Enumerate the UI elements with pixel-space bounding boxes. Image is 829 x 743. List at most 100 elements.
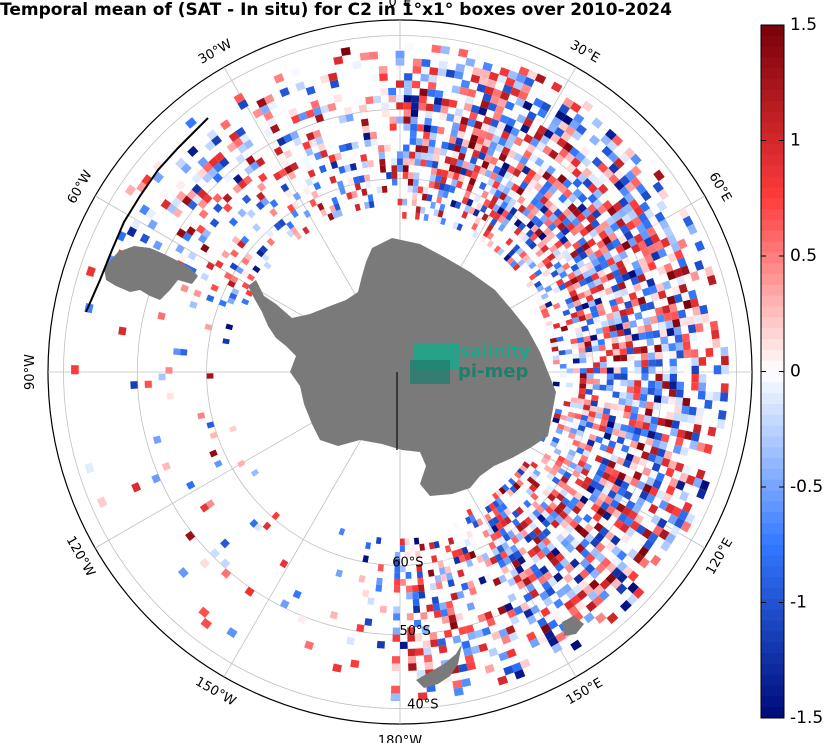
data-cell xyxy=(686,223,698,236)
data-cell xyxy=(592,178,604,189)
data-cell xyxy=(456,130,466,139)
data-cell xyxy=(504,547,514,557)
data-cell xyxy=(515,523,525,533)
data-cell xyxy=(421,625,430,634)
data-cell xyxy=(514,471,522,480)
data-cell xyxy=(591,345,600,352)
data-cell xyxy=(415,138,423,146)
data-cell xyxy=(563,240,573,250)
data-cell xyxy=(463,204,471,213)
data-cell xyxy=(536,617,548,628)
data-cell xyxy=(585,261,595,271)
data-cell xyxy=(472,208,481,217)
data-cell xyxy=(226,627,238,639)
data-cell xyxy=(367,159,375,168)
data-cell xyxy=(458,626,468,636)
data-cell xyxy=(587,252,598,262)
data-cell xyxy=(675,480,686,491)
data-cell xyxy=(672,318,681,328)
data-cell xyxy=(640,428,649,438)
data-cell xyxy=(388,87,397,96)
data-cell xyxy=(617,404,626,412)
data-cell xyxy=(600,260,610,270)
data-cell xyxy=(596,239,606,250)
colorbar-swatch xyxy=(761,609,784,622)
data-cell xyxy=(579,378,587,384)
data-cell xyxy=(613,290,622,299)
data-cell xyxy=(484,169,493,178)
data-cell xyxy=(645,401,654,410)
data-cell xyxy=(222,193,233,204)
data-cell xyxy=(438,645,448,654)
data-cell xyxy=(600,134,612,146)
data-cell xyxy=(152,160,164,172)
data-cell xyxy=(655,373,663,382)
data-cell xyxy=(501,146,511,156)
data-cell xyxy=(484,85,495,96)
data-cell xyxy=(606,379,614,386)
data-cell xyxy=(542,488,551,498)
data-cell xyxy=(620,480,630,491)
data-cell xyxy=(498,152,508,162)
data-cell xyxy=(660,540,672,552)
data-cell xyxy=(367,194,374,202)
data-cell xyxy=(610,535,621,546)
data-cell xyxy=(552,381,560,387)
data-cell xyxy=(698,374,707,383)
data-cell xyxy=(395,58,405,66)
data-cell xyxy=(202,193,213,204)
data-cell xyxy=(213,203,223,213)
data-cell xyxy=(503,602,514,612)
data-cell xyxy=(202,162,214,173)
data-cell xyxy=(606,505,616,515)
data-cell xyxy=(674,436,684,447)
data-cell xyxy=(552,417,560,424)
data-cell xyxy=(461,160,470,170)
data-cell xyxy=(509,485,518,494)
data-cell xyxy=(222,203,233,213)
data-cell xyxy=(707,426,717,437)
data-cell xyxy=(465,516,472,525)
data-cell xyxy=(411,585,419,593)
data-cell xyxy=(603,251,613,261)
data-cell xyxy=(625,398,633,407)
data-cell xyxy=(571,316,580,324)
data-cell xyxy=(445,572,454,581)
latitude-label: 60°S xyxy=(392,555,423,570)
data-cell xyxy=(437,161,445,170)
data-cell xyxy=(329,79,340,89)
data-cell xyxy=(592,188,604,199)
data-cell xyxy=(402,198,408,206)
colorbar-swatch xyxy=(761,306,784,318)
data-cell xyxy=(550,81,563,93)
data-cell xyxy=(333,93,343,103)
data-cell xyxy=(500,634,512,645)
data-cell xyxy=(580,414,589,422)
data-cell xyxy=(579,419,587,427)
data-cell xyxy=(635,223,647,234)
data-cell xyxy=(651,439,661,449)
data-cell xyxy=(572,241,582,250)
data-cell xyxy=(301,156,311,166)
data-cell xyxy=(413,172,420,180)
data-cell xyxy=(507,70,519,81)
data-cell xyxy=(551,476,561,485)
data-cell xyxy=(286,221,295,230)
data-cell xyxy=(559,373,567,378)
data-cell xyxy=(555,253,565,262)
data-cell xyxy=(582,404,591,411)
data-cell xyxy=(160,198,172,210)
data-cell xyxy=(603,495,614,506)
data-cell xyxy=(198,606,210,618)
data-cell xyxy=(519,123,531,134)
data-cell xyxy=(523,608,534,619)
data-cell xyxy=(572,188,583,199)
data-cell xyxy=(617,512,628,523)
data-cell xyxy=(565,453,574,462)
data-cell xyxy=(620,533,632,544)
data-cell xyxy=(561,262,571,271)
data-cell xyxy=(292,137,303,147)
data-cell xyxy=(328,154,337,163)
data-cell xyxy=(465,169,474,178)
data-cell xyxy=(446,607,456,616)
